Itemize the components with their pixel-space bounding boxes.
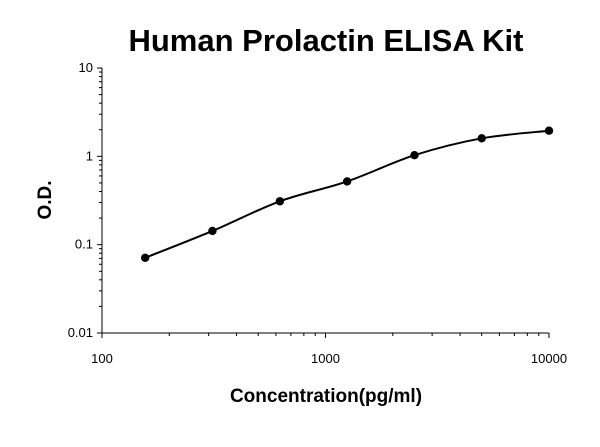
x-tick-label: 10000: [531, 351, 567, 366]
y-tick-label: 0.01: [68, 325, 93, 340]
y-tick-label: 0.1: [75, 237, 93, 252]
data-point: [544, 126, 554, 135]
chart-title: Human Prolactin ELISA Kit: [128, 23, 523, 58]
x-axis-label: Concentration(pg/ml): [230, 386, 422, 407]
data-point: [208, 226, 217, 236]
y-axis-label: O.D.: [35, 180, 56, 219]
data-point: [342, 177, 352, 186]
data-point: [275, 197, 285, 206]
y-tick-label: 10: [79, 60, 93, 75]
data-point: [477, 134, 486, 143]
y-tick-label: 1: [86, 148, 93, 163]
x-tick-label: 1000: [311, 351, 340, 366]
data-point: [140, 253, 150, 263]
plot-area: 0.01 0.1 1 10 100 1000 10000: [68, 60, 567, 366]
data-point: [410, 150, 419, 160]
fit-curve: [144, 129, 550, 259]
x-tick-label: 100: [91, 351, 113, 366]
